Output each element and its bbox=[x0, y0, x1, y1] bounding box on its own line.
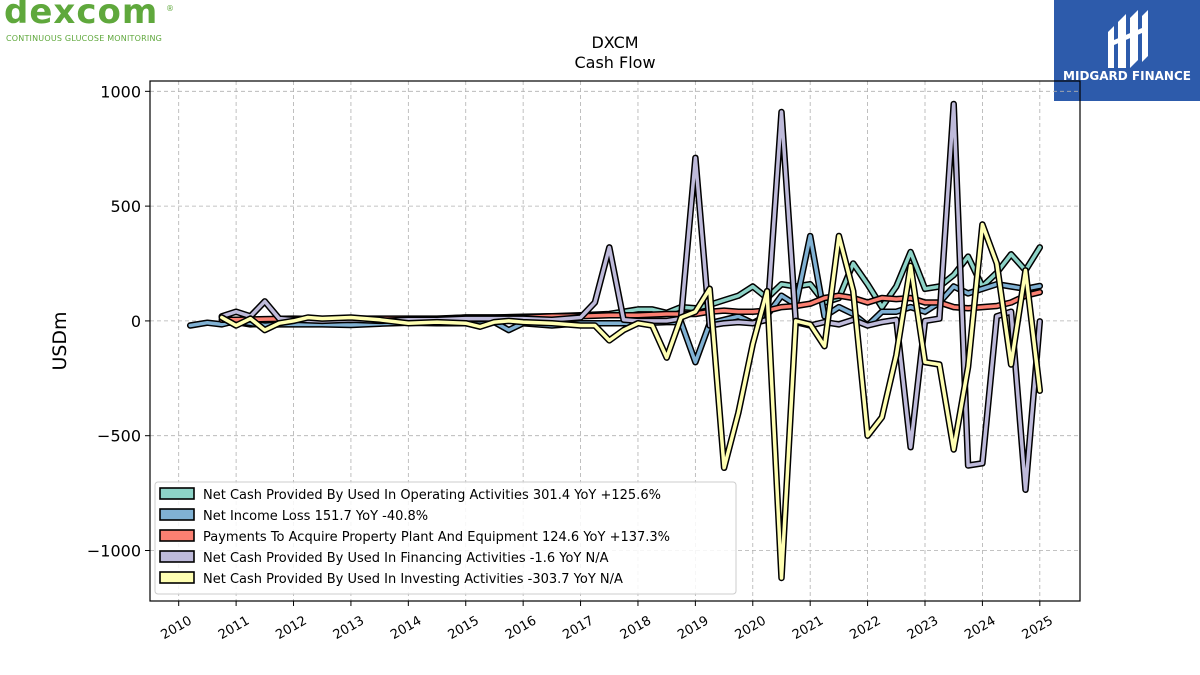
midgard-finance-emblem-icon bbox=[1108, 10, 1148, 68]
series-line-net_income bbox=[188, 234, 1042, 364]
midgard-finance-name: MIDGARD FINANCE bbox=[1063, 69, 1191, 83]
x-tick-label: 2022 bbox=[847, 613, 883, 643]
x-axis-ticks: 2010 2011 2012 2013 2014 2015 2016 2017 2018 2019… bbox=[159, 601, 1056, 643]
series-lines bbox=[186, 100, 1044, 582]
x-tick-label: 2016 bbox=[503, 613, 539, 643]
series-line-investing bbox=[220, 222, 1042, 580]
dexcom-logo: dexcom ® CONTINUOUS GLUCOSE MONITORING bbox=[4, 0, 184, 48]
x-tick-label: 2013 bbox=[331, 613, 367, 643]
legend: Net Cash Provided By Used In Operating A… bbox=[154, 481, 737, 595]
x-tick-label: 2015 bbox=[446, 613, 482, 643]
x-tick-label: 2024 bbox=[962, 613, 998, 643]
x-tick-label: 2025 bbox=[1020, 613, 1056, 643]
dexcom-logo-tagline: CONTINUOUS GLUCOSE MONITORING bbox=[6, 34, 163, 43]
legend-label-capex: Payments To Acquire Property Plant And E… bbox=[203, 530, 670, 545]
legend-box bbox=[154, 481, 737, 595]
legend-label-financing: Net Cash Provided By Used In Financing A… bbox=[203, 551, 609, 566]
x-tick-label: 2017 bbox=[560, 613, 596, 643]
x-tick-label: 2010 bbox=[159, 613, 195, 643]
chart-title: DXCM bbox=[591, 33, 638, 52]
y-axis-label: USDm bbox=[49, 311, 71, 370]
dexcom-logo-word: dexcom bbox=[4, 0, 159, 32]
legend-label-investing: Net Cash Provided By Used In Investing A… bbox=[203, 572, 623, 587]
legend-swatch-capex bbox=[159, 529, 195, 542]
legend-label-operating: Net Cash Provided By Used In Operating A… bbox=[203, 488, 661, 503]
midgard-finance-logo: MIDGARD FINANCE bbox=[1054, 0, 1200, 101]
legend-swatch-investing bbox=[159, 571, 195, 584]
x-tick-label: 2019 bbox=[675, 613, 711, 643]
y-tick-label: −1000 bbox=[87, 541, 141, 560]
x-tick-label: 2023 bbox=[905, 613, 941, 643]
y-tick-label: −500 bbox=[97, 427, 141, 446]
dexcom-logo-registered-mark: ® bbox=[166, 4, 174, 13]
y-tick-label: 1000 bbox=[100, 82, 141, 101]
y-tick-label: 0 bbox=[131, 312, 141, 331]
legend-swatch-net_income bbox=[159, 508, 195, 521]
legend-label-net_income: Net Income Loss 151.7 YoY -40.8% bbox=[203, 509, 428, 524]
x-tick-label: 2011 bbox=[216, 613, 252, 643]
legend-swatch-financing bbox=[159, 550, 195, 563]
x-tick-label: 2021 bbox=[790, 613, 826, 643]
x-tick-label: 2020 bbox=[733, 613, 769, 643]
y-axis-ticks: −1000 −500 0 500 1000 bbox=[87, 82, 150, 560]
x-tick-label: 2018 bbox=[618, 613, 654, 643]
y-tick-label: 500 bbox=[110, 197, 141, 216]
x-tick-label: 2012 bbox=[273, 613, 309, 643]
chart-subtitle: Cash Flow bbox=[574, 53, 655, 72]
plot-frame bbox=[149, 80, 1081, 602]
x-tick-label: 2014 bbox=[388, 613, 424, 643]
legend-swatch-operating bbox=[159, 487, 195, 500]
